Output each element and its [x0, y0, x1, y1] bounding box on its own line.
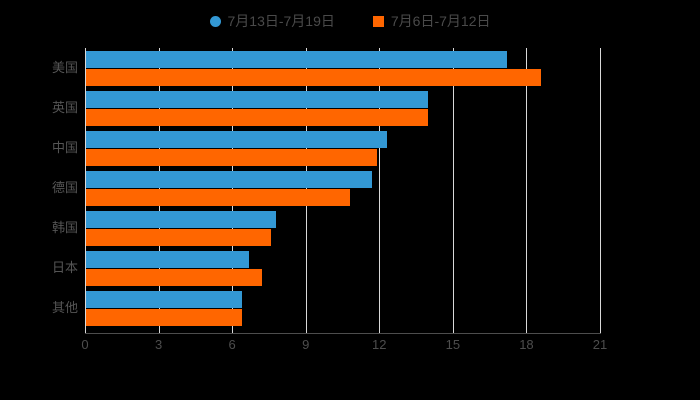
x-axis-tick — [85, 328, 86, 333]
gridline — [526, 48, 528, 328]
bar[interactable] — [85, 171, 372, 188]
chart-legend: 7月13日-7月19日 7月6日-7月12日 — [0, 8, 700, 34]
x-axis-tick — [305, 328, 307, 333]
category-band — [85, 288, 600, 328]
legend-label-series-1: 7月6日-7月12日 — [390, 13, 491, 29]
bar[interactable] — [85, 69, 542, 86]
bar[interactable] — [85, 251, 250, 268]
legend-marker-square-icon — [372, 15, 384, 27]
bar[interactable] — [85, 91, 429, 108]
bar[interactable] — [85, 189, 350, 206]
x-axis-tick — [232, 328, 234, 333]
x-axis-label: 15 — [445, 337, 461, 352]
bar[interactable] — [85, 291, 242, 308]
x-axis-tick — [158, 328, 160, 333]
bar[interactable] — [85, 149, 377, 166]
y-axis-label: 其他 — [51, 300, 78, 315]
gridline — [600, 48, 601, 328]
x-axis-line — [85, 333, 601, 334]
y-axis-label: 日本 — [51, 260, 78, 275]
x-axis-tick — [452, 328, 454, 333]
gridline — [232, 48, 234, 328]
category-band — [85, 128, 600, 168]
y-axis-label: 韩国 — [51, 220, 78, 235]
gridline — [452, 48, 454, 328]
category-band — [85, 168, 600, 208]
x-axis-label: 18 — [519, 337, 534, 352]
y-axis-label: 中国 — [51, 140, 78, 155]
category-band — [85, 48, 600, 88]
category-band — [85, 248, 600, 288]
plot-area — [85, 48, 601, 333]
bar[interactable] — [85, 131, 387, 148]
bar[interactable] — [85, 109, 429, 126]
bar[interactable] — [85, 229, 272, 246]
gridline — [305, 48, 307, 328]
y-axis-label: 德国 — [51, 180, 78, 195]
category-band — [85, 88, 600, 128]
y-axis-line — [85, 48, 86, 328]
category-band — [85, 208, 600, 248]
x-axis-tick — [379, 328, 381, 333]
x-axis-label: 9 — [302, 337, 310, 352]
y-axis-label: 英国 — [51, 100, 78, 115]
legend-item-series-0[interactable]: 7月13日-7月19日 — [209, 13, 335, 29]
gridline — [158, 48, 160, 328]
bar[interactable] — [85, 51, 507, 68]
x-axis-label: 0 — [81, 337, 89, 352]
x-axis-tick — [526, 328, 528, 333]
y-axis-label: 美国 — [51, 60, 78, 75]
gridline — [379, 48, 381, 328]
x-axis-label: 12 — [372, 337, 387, 352]
legend-label-series-0: 7月13日-7月19日 — [227, 13, 335, 29]
legend-item-series-1[interactable]: 7月6日-7月12日 — [372, 13, 491, 29]
legend-marker-circle-icon — [209, 15, 221, 27]
x-axis-tick — [600, 328, 601, 333]
bar[interactable] — [85, 309, 242, 326]
y-axis-labels: 美国英国中国德国韩国日本其他 — [0, 48, 78, 328]
x-axis-label: 21 — [592, 337, 608, 352]
bar[interactable] — [85, 211, 277, 228]
x-axis-label: 6 — [228, 337, 236, 352]
bar[interactable] — [85, 269, 262, 286]
x-axis-label: 3 — [154, 337, 163, 352]
